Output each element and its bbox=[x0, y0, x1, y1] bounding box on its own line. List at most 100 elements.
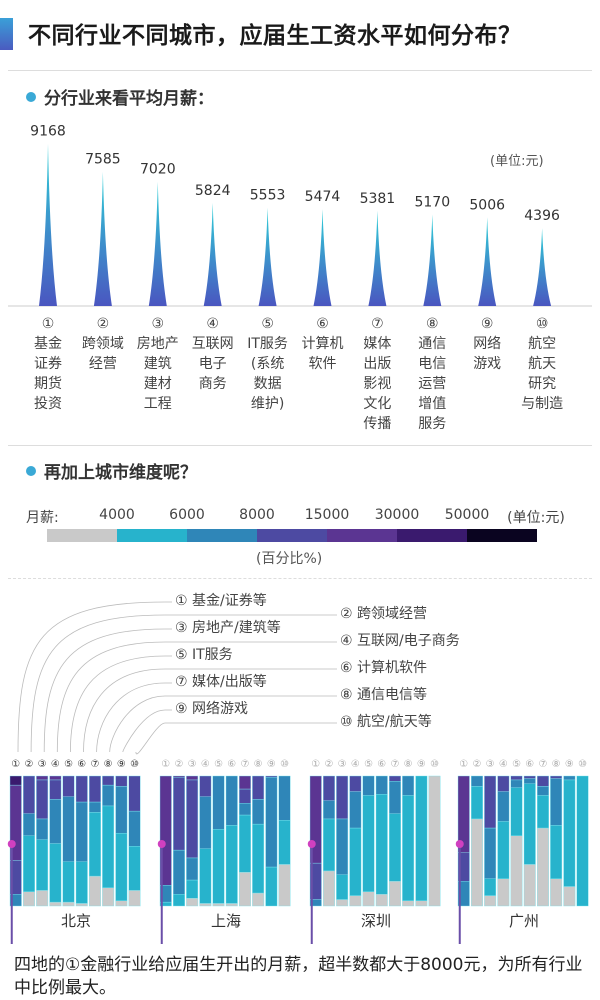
bar-number: ⑥ bbox=[525, 759, 534, 770]
stacked-segment bbox=[576, 775, 589, 907]
stacked-segment bbox=[36, 839, 49, 891]
value-label: 5006 bbox=[469, 197, 505, 213]
bar-number: ⑨ bbox=[417, 759, 426, 770]
industry-name-line: 工程 bbox=[143, 396, 172, 412]
value-label: 5474 bbox=[305, 189, 341, 205]
stacked-segment bbox=[537, 827, 549, 907]
stacked-segment bbox=[252, 775, 265, 800]
industry-label: ⑤ IT服务 (系统 数据 维护) bbox=[241, 314, 295, 414]
industry-name-line: 基金 bbox=[34, 336, 62, 352]
bar-number: ③ bbox=[486, 759, 495, 770]
stacked-segment bbox=[402, 775, 415, 796]
stacked-segment bbox=[36, 890, 49, 907]
bar-number: ① bbox=[459, 759, 468, 770]
stacked-segment bbox=[375, 894, 388, 907]
divider bbox=[8, 578, 592, 579]
stacked-segment bbox=[238, 871, 251, 907]
salary-spike bbox=[423, 214, 442, 306]
stacked-segment bbox=[23, 835, 35, 892]
stacked-segment bbox=[252, 823, 265, 894]
stacked-segment bbox=[484, 878, 497, 896]
connector-line bbox=[56, 641, 337, 753]
stacked-segment bbox=[102, 887, 115, 907]
industry-name-line: 计算机 bbox=[301, 336, 344, 352]
legend-swatch bbox=[257, 529, 328, 542]
stacked-segment bbox=[323, 870, 335, 907]
stacked-segment bbox=[523, 778, 536, 785]
legend-swatch bbox=[467, 529, 537, 542]
stacked-segment bbox=[186, 775, 199, 781]
stacked-segment bbox=[102, 775, 115, 786]
salary-spike bbox=[368, 210, 387, 306]
stacked-segment bbox=[62, 861, 75, 903]
stacked-segment bbox=[75, 775, 88, 803]
stacked-segment bbox=[252, 799, 265, 825]
stacked-segment bbox=[278, 819, 291, 865]
salary-spike bbox=[203, 202, 222, 306]
industry-name-line: 网络 bbox=[473, 336, 502, 352]
industry-name-line: 房地产 bbox=[136, 336, 179, 352]
bar-number: ⑥ bbox=[77, 759, 86, 770]
stacked-segment bbox=[88, 875, 101, 907]
divider bbox=[8, 445, 592, 446]
bar-number: ④ bbox=[351, 759, 360, 770]
bar-number: ⑦ bbox=[538, 759, 547, 770]
industry-name-line: IT服务 bbox=[247, 336, 288, 352]
industry-name-line: 通信 bbox=[418, 336, 447, 352]
industry-number: ② bbox=[96, 316, 110, 332]
bar-number: ⑧ bbox=[254, 759, 263, 770]
industry-label: ⑨ 网络 游戏 bbox=[460, 314, 514, 374]
stacked-segment bbox=[323, 800, 335, 820]
value-label: 7585 bbox=[85, 152, 121, 168]
stacked-segment bbox=[238, 775, 251, 790]
stacked-segment bbox=[62, 901, 75, 907]
stacked-segment bbox=[265, 777, 278, 868]
stacked-segment bbox=[550, 825, 563, 879]
section-heading-text: 再加上城市维度呢？ bbox=[44, 463, 197, 483]
salary-legend-colorbar bbox=[47, 529, 537, 542]
value-label: 5381 bbox=[360, 191, 396, 207]
stacked-segment bbox=[172, 777, 185, 851]
stacked-segment bbox=[186, 897, 199, 907]
bar-number: ② bbox=[472, 759, 481, 770]
stacked-segment bbox=[102, 805, 115, 889]
page-title: 不同行业不同城市，应届生工资水平如何分布？ bbox=[28, 23, 522, 49]
stacked-segment bbox=[23, 813, 35, 837]
bar-number: ⑤ bbox=[512, 759, 521, 770]
legend-swatch bbox=[397, 529, 468, 542]
stacked-segment bbox=[389, 775, 401, 782]
stacked-segment bbox=[102, 784, 115, 807]
stacked-segment bbox=[349, 775, 362, 792]
stacked-segment bbox=[75, 903, 88, 907]
stacked-segment bbox=[389, 881, 401, 907]
industry-key: ⑩ 航空/航天等 bbox=[340, 714, 432, 730]
industry-name-line: 跨领域 bbox=[81, 336, 124, 352]
stacked-segment bbox=[389, 813, 401, 882]
value-label: 5824 bbox=[195, 183, 231, 199]
stacked-segment bbox=[23, 775, 35, 814]
stacked-segment bbox=[62, 796, 75, 862]
bar-number: ④ bbox=[51, 759, 60, 770]
stacked-segment bbox=[199, 848, 212, 904]
stacked-segment bbox=[323, 775, 335, 801]
stacked-segment bbox=[510, 779, 523, 788]
stacked-segment bbox=[75, 801, 88, 862]
stacked-segment bbox=[225, 775, 238, 826]
section-heading-city: 再加上城市维度呢？ bbox=[26, 458, 197, 483]
stacked-segment bbox=[523, 864, 536, 907]
bar-number: ⑤ bbox=[364, 759, 373, 770]
industry-key: ④ 互联网/电子商务 bbox=[340, 633, 460, 649]
city-name: 北京 bbox=[60, 912, 91, 930]
stacked-segment bbox=[23, 891, 35, 907]
bar-number: ⑨ bbox=[267, 759, 276, 770]
bar-number: ⑧ bbox=[104, 759, 113, 770]
stacked-segment bbox=[415, 775, 428, 902]
industry-name-line: 影视 bbox=[363, 376, 392, 392]
stacked-segment bbox=[362, 891, 375, 907]
stacked-segment bbox=[199, 775, 212, 797]
stacked-segment bbox=[349, 895, 362, 907]
legend-tick: 30000 bbox=[374, 507, 420, 523]
legend-swatch bbox=[187, 529, 258, 542]
